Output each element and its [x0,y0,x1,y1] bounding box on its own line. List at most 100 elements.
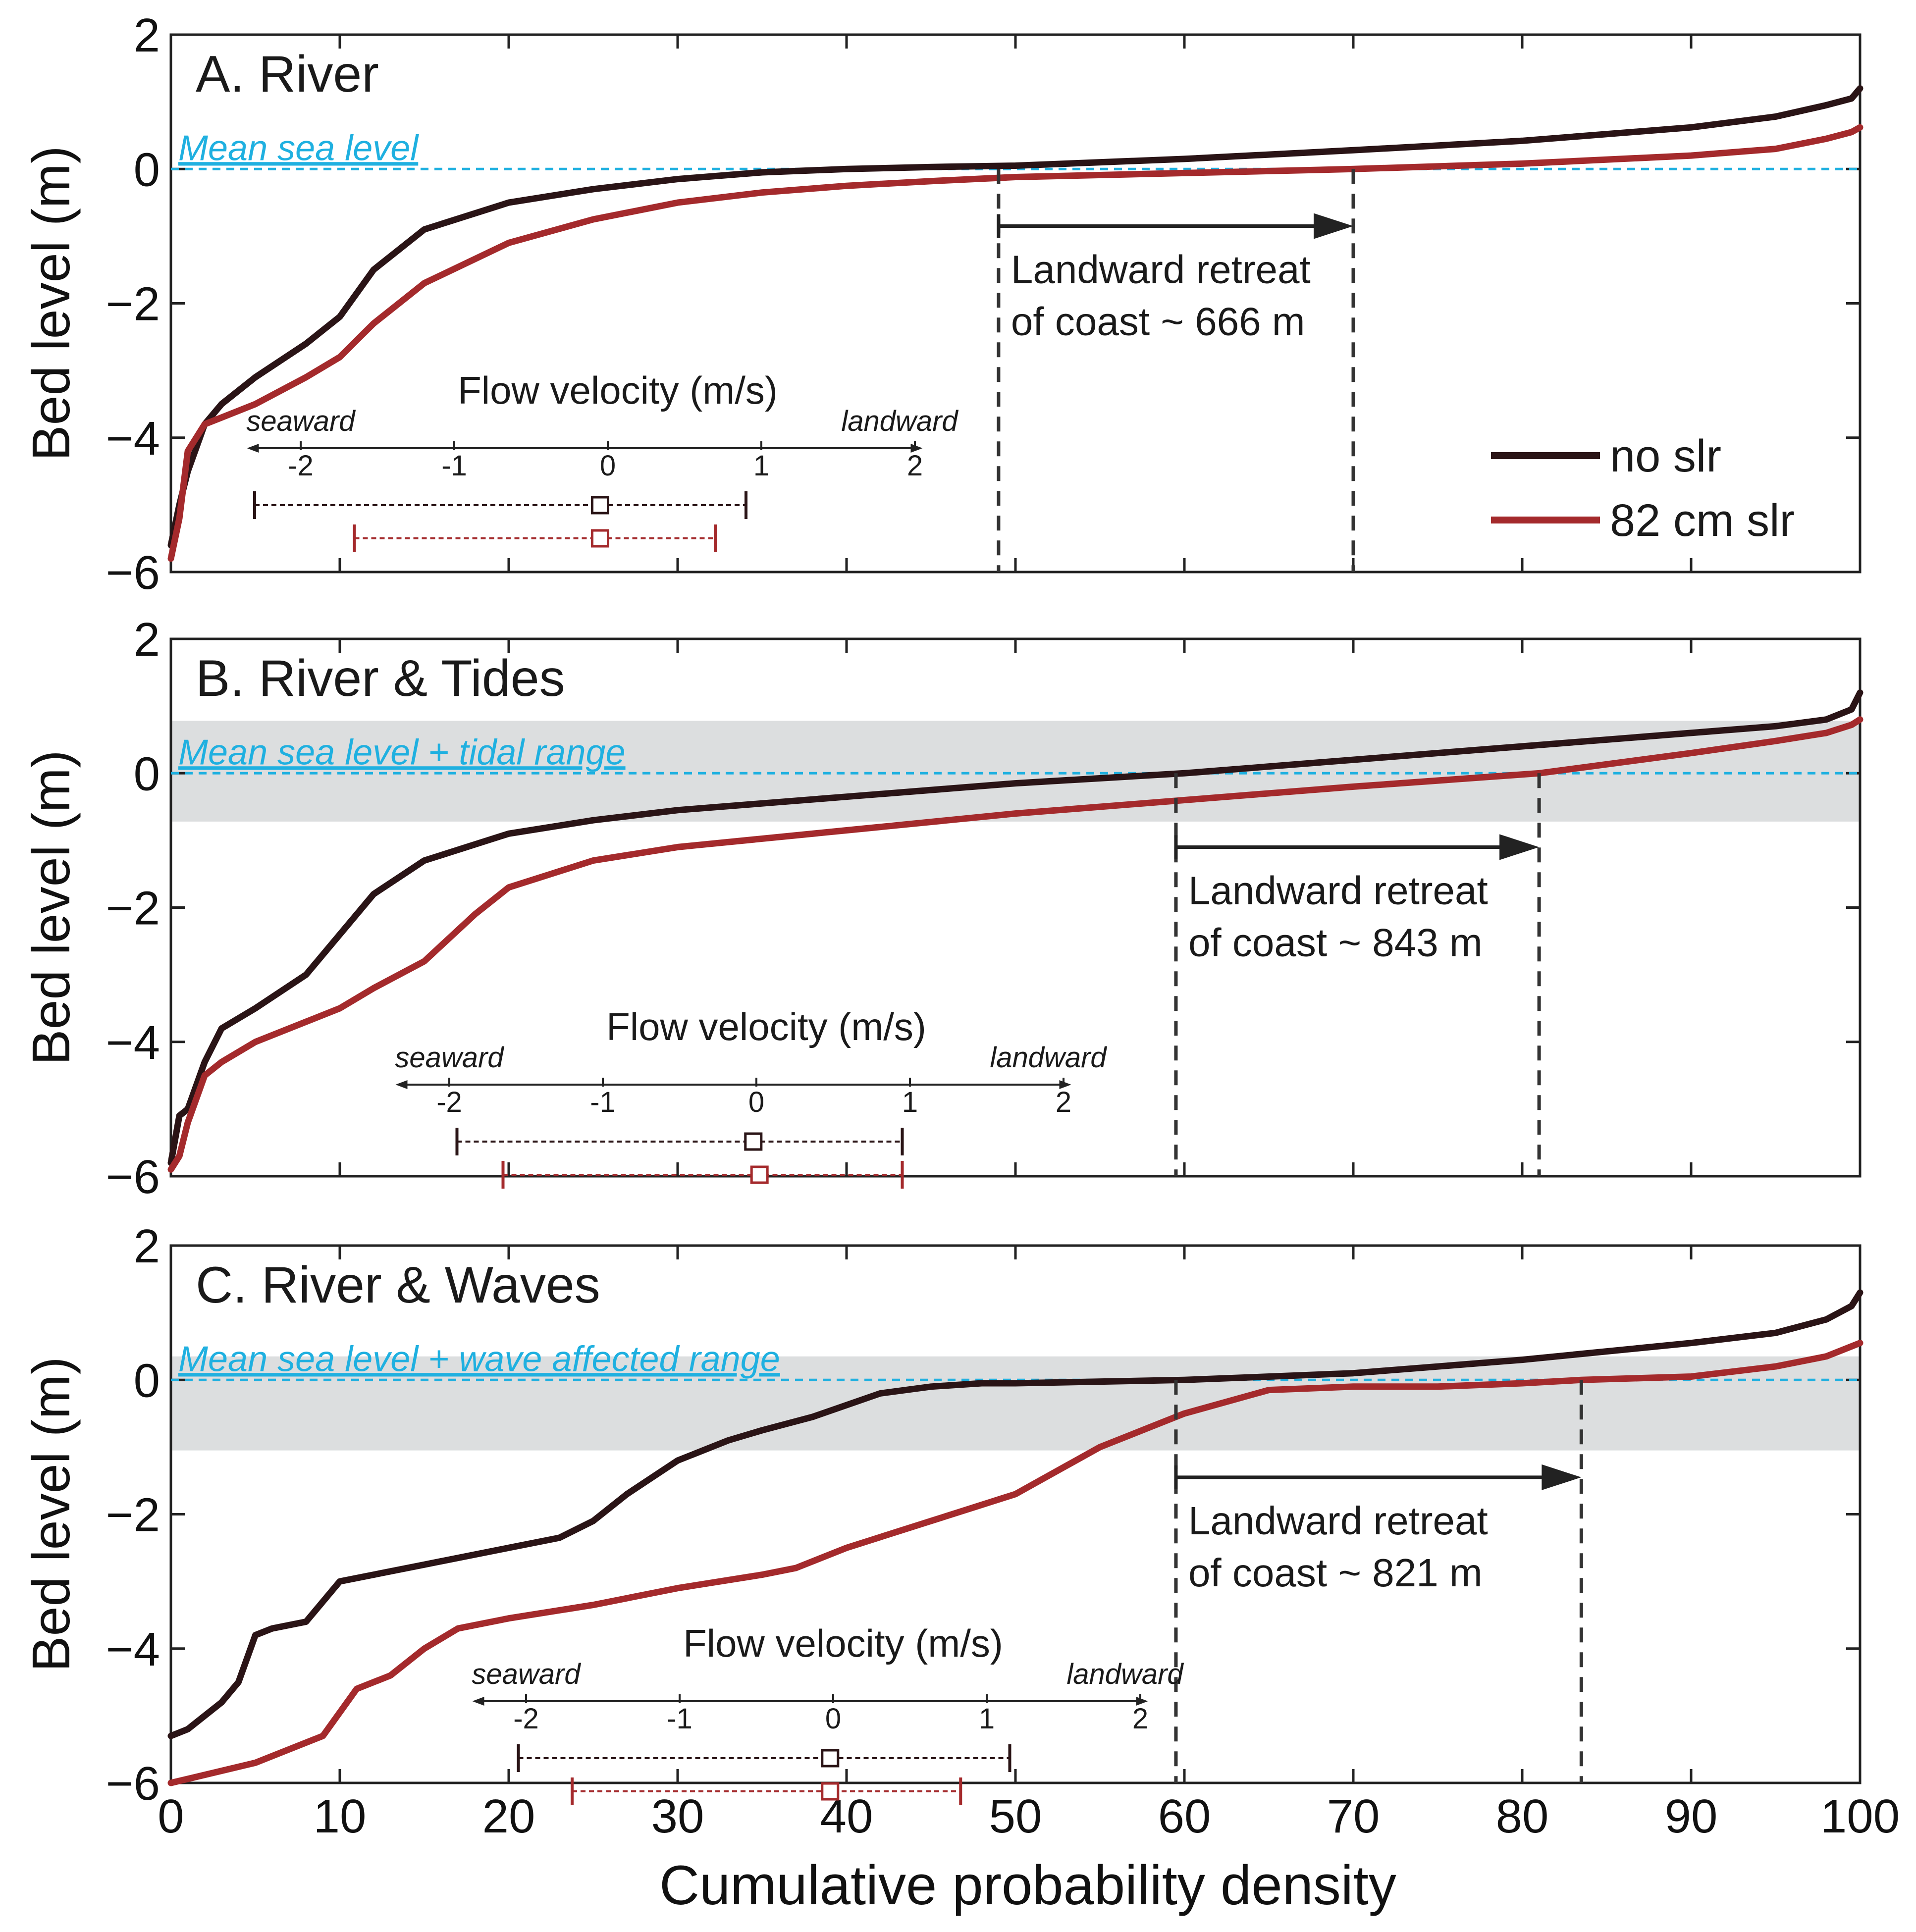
y-tick-label: 2 [134,1220,160,1273]
range-band [171,1356,1860,1451]
retreat-label-line1: Landward retreat [1188,868,1488,912]
velocity-tick-label: 0 [825,1703,841,1735]
velocity-tick-label: -1 [590,1086,616,1118]
velocity-range-no-slr [517,1744,1011,1772]
x-tick-label: 60 [1158,1790,1211,1843]
velocity-mean-marker [591,496,609,515]
legend-label: 82 cm slr [1610,495,1795,546]
velocity-mean-marker [750,1165,769,1184]
series-no-slr-line [167,689,1863,1166]
velocity-mean-marker [821,1749,840,1768]
velocity-mean-marker [821,1782,840,1801]
y-tick-label: 2 [134,613,160,666]
y-tick-label: −6 [106,1757,160,1810]
legend-label: no slr [1610,431,1721,481]
mean-sea-level-label: Mean sea level [178,128,419,168]
retreat-label-line2: of coast ~ 666 m [1011,300,1305,344]
velocity-tick-label: 1 [902,1086,918,1118]
y-tick-label: −6 [106,1150,160,1203]
y-tick-label: 0 [134,1354,160,1407]
velocity-range-82cm-slr [571,1777,962,1805]
retreat-arrow-head [1499,834,1540,860]
landward-label: landward [990,1042,1107,1074]
y-tick-label: −2 [106,278,160,331]
series-no-slr-line [167,85,1863,549]
velocity-tick-label: -1 [667,1703,692,1735]
panel-a: 2 0 −2 −4 −6 Bed level (m) Mean sea level A. Ri… [21,9,1863,599]
velocity-tick-label: 1 [979,1703,995,1735]
velocity-tick-label: 2 [1132,1703,1148,1735]
y-axis-label: Bed level (m) [21,1357,81,1671]
x-tick-label: 30 [651,1790,704,1843]
velocity-tick-label: -1 [441,450,467,482]
panels: 2 0 −2 −4 −6 Bed level (m) Mean sea level A. Ri… [21,9,1900,1843]
retreat-label-line1: Landward retreat [1188,1499,1488,1543]
velocity-axis-left-arrow [247,444,259,453]
y-tick-label: 0 [134,143,160,196]
y-tick-label: 2 [134,9,160,62]
flow-velocity-inset: Flow velocity (m/s) seaward landward -2 -1 0 1… [472,1621,1184,1805]
velocity-tick-label: 0 [748,1086,764,1118]
velocity-tick-label: -2 [513,1703,539,1735]
mean-sea-level-label: Mean sea level + wave affected range [178,1339,780,1379]
panel-b: 2 0 −2 −4 −6 Bed level (m) Mean sea level + ti… [21,613,1863,1203]
velocity-range-82cm-slr [501,1161,904,1189]
retreat-label-line2: of coast ~ 843 m [1188,920,1483,964]
series-no-slr-line [167,1289,1863,1739]
retreat-label-line2: of coast ~ 821 m [1188,1551,1483,1595]
series-82cm-slr-line [167,1340,1863,1786]
x-axis-label: Cumulative probability density [659,1854,1396,1916]
velocity-range-no-slr [253,491,747,519]
retreat-arrow-head [1314,213,1353,239]
landward-label: landward [841,405,958,437]
retreat-label-line1: Landward retreat [1011,248,1311,292]
x-tick-label: 70 [1327,1790,1380,1843]
velocity-range-no-slr [455,1128,904,1155]
y-axis-label: Bed level (m) [21,146,81,461]
velocity-axis-right-arrow [1059,1080,1071,1089]
panel-title: B. River & Tides [196,650,565,707]
x-tick-label: 90 [1665,1790,1718,1843]
flow-velocity-title: Flow velocity (m/s) [458,368,778,412]
y-tick-label: −6 [106,546,160,599]
velocity-axis-left-arrow [472,1697,484,1706]
velocity-tick-label: -2 [288,450,314,482]
x-tick-label: 50 [989,1790,1042,1843]
seaward-label: seaward [246,405,356,437]
velocity-tick-label: 2 [907,450,923,482]
y-tick-label: −4 [106,412,160,465]
retreat-arrow-head [1542,1464,1582,1490]
y-tick-label: −4 [106,1623,160,1676]
velocity-axis-right-arrow [1136,1697,1148,1706]
flow-velocity-title: Flow velocity (m/s) [606,1005,926,1048]
flow-velocity-inset: Flow velocity (m/s) seaward landward -2 -1 0 1… [395,1005,1107,1189]
landward-label: landward [1066,1658,1184,1690]
y-tick-label: 0 [134,747,160,800]
seaward-label: seaward [395,1042,504,1074]
flow-velocity-title: Flow velocity (m/s) [683,1621,1003,1665]
x-tick-label: 80 [1496,1790,1549,1843]
y-tick-label: −2 [106,882,160,935]
y-axis-label: Bed level (m) [21,750,81,1065]
x-tick-label: 10 [314,1790,367,1843]
velocity-mean-marker [744,1132,763,1151]
series-82cm-slr-line [167,124,1863,562]
velocity-tick-label: 0 [600,450,616,482]
seaward-label: seaward [472,1658,581,1690]
panel-title: A. River [196,46,379,103]
y-tick-label: −4 [106,1016,160,1069]
mean-sea-level-label: Mean sea level + tidal range [178,732,626,772]
velocity-axis-right-arrow [910,444,923,453]
velocity-mean-marker [591,529,609,548]
flow-velocity-inset: Flow velocity (m/s) seaward landward -2 -1 0 1… [246,368,958,552]
velocity-tick-label: 2 [1056,1086,1071,1118]
x-tick-label: 100 [1820,1790,1900,1843]
velocity-range-82cm-slr [353,524,717,552]
velocity-tick-label: -2 [436,1086,462,1118]
panel-title: C. River & Waves [196,1256,600,1314]
legend: no slr 82 cm slr [1491,431,1795,546]
y-tick-label: −2 [106,1489,160,1542]
x-tick-label: 0 [158,1790,184,1843]
